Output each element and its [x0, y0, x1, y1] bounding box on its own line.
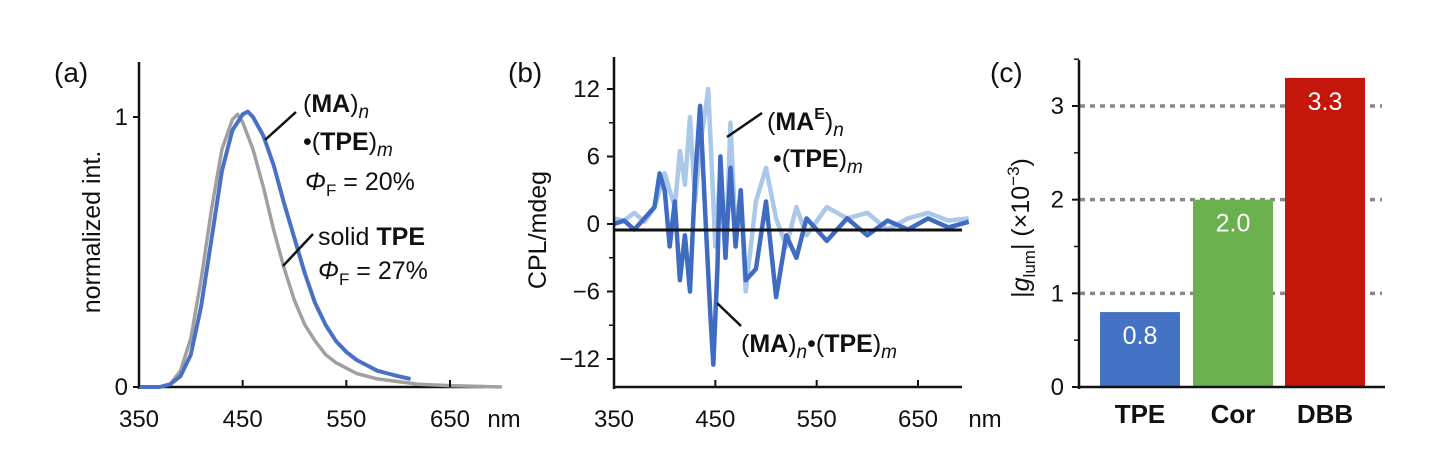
panel-a-xtick-label: 450 — [223, 406, 263, 433]
panel-a-series-solid-tpe — [139, 112, 502, 389]
panel-a-leader-tpe — [282, 233, 314, 267]
panel-b-annot-mae-line1: (MAE)n — [767, 106, 844, 141]
panel-a-unit-label: nm — [487, 406, 520, 433]
panel-a-xtick-label: 350 — [119, 406, 159, 433]
panel-b: (b) CPL/mdeg 350 450 550 650 12 6 0 −6 −12 nm (M… — [508, 57, 1002, 433]
panel-c-bar-value-label: 3.3 — [1308, 88, 1343, 116]
panel-a-ytick-label: 0 — [115, 374, 128, 401]
panel-a-annot-ma-line2: •(TPE)m — [303, 128, 393, 161]
panel-c-bar-dbb — [1285, 77, 1365, 388]
panel-c-category-label: DBB — [1297, 399, 1353, 429]
panel-b-ytick-label: 6 — [587, 144, 600, 171]
panel-c-ytick-label: 0 — [1051, 374, 1064, 401]
panel-c-ytick-label: 1 — [1051, 280, 1064, 307]
panel-b-xtick-label: 550 — [797, 406, 837, 433]
panel-a-ylabel: normalized int. — [78, 151, 106, 314]
panel-c-ytick-label: 3 — [1051, 93, 1064, 120]
panel-a-xtick-label: 550 — [326, 406, 366, 433]
panel-b-ytick-label: −6 — [573, 279, 600, 306]
panel-b-label: (b) — [508, 57, 542, 88]
panel-b-xtick-label: 350 — [594, 406, 634, 433]
panel-b-ytick-label: −12 — [559, 346, 600, 373]
panel-c-bar-value-label: 2.0 — [1216, 210, 1251, 238]
panel-c-bar-cor — [1193, 199, 1273, 387]
panel-b-xtick-label: 650 — [898, 406, 938, 433]
panel-c-category-label: TPE — [1115, 399, 1166, 429]
panel-c-label: (c) — [990, 57, 1023, 88]
panel-b-annot-mae-line2: •(TPE)m — [773, 145, 863, 178]
panel-b-ylabel: CPL/mdeg — [524, 171, 552, 289]
panel-a-ticks: 350 450 550 650 0 1 — [115, 104, 470, 433]
panel-b-ytick-label: 0 — [587, 211, 600, 238]
panel-a-label: (a) — [54, 57, 88, 88]
panel-a-series-ma-tpe — [139, 109, 412, 389]
panel-a-ytick-label: 1 — [115, 104, 128, 131]
panel-b-leader-ma — [716, 302, 742, 327]
panel-b-ytick-label: 12 — [573, 76, 600, 103]
panel-a-series — [139, 109, 502, 389]
panel-c-bar-tpe — [1100, 312, 1180, 387]
panel-a-annot-tpe-line1: solid TPE — [318, 223, 425, 251]
panel-a-xtick-label: 650 — [430, 406, 470, 433]
panel-a-leader-ma — [264, 111, 297, 141]
panel-a-annot-tpe-qy: ΦF = 27% — [318, 257, 428, 289]
panel-c-bars: 0.8 TPE 2.0 Cor 3.3 DBB — [1100, 77, 1365, 429]
panel-b-series-ma-tpe — [613, 103, 970, 367]
panel-b-xtick-label: 450 — [695, 406, 735, 433]
panel-c: (c) |glum| (×10−3) 0.8 TPE 2.0 Cor 3.3 DBB 0 1… — [990, 57, 1385, 429]
panel-b-series — [613, 86, 970, 367]
panel-c-bar-value-label: 0.8 — [1123, 322, 1158, 350]
panel-a: (a) normalized int. 350 450 550 650 0 1 nm (M… — [54, 57, 521, 433]
panel-b-ticks: 350 450 550 650 12 6 0 −6 −12 — [559, 76, 938, 433]
panel-c-axes: 0 1 2 3 — [1051, 58, 1385, 401]
panel-a-annot-ma-qy: ΦF = 20% — [305, 168, 415, 200]
panel-c-ytick-label: 2 — [1051, 187, 1064, 214]
panel-b-leader-mae — [726, 111, 763, 139]
panel-b-unit-label: nm — [968, 406, 1001, 433]
panel-c-ylabel: |glum| (×10−3) — [1004, 158, 1039, 298]
panel-c-category-label: Cor — [1211, 399, 1256, 429]
panel-b-annot-ma: (MA)n•(TPE)m — [741, 330, 897, 363]
panel-a-annot-ma-line1: (MA)n — [303, 90, 369, 123]
